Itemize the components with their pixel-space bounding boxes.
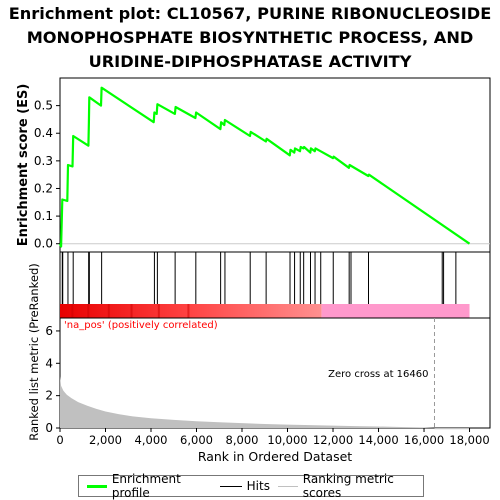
legend-item-ranking-metric: Ranking metric scores [277,472,423,500]
legend-label-ranking: Ranking metric scores [302,472,394,500]
es-y-tick-label: 0.5 [34,99,53,113]
metric-y-axis-label: Ranked list metric (PreRanked) [27,263,41,441]
es-y-tick-label: 0.3 [34,154,53,168]
legend-item-hits: Hits [219,479,270,493]
legend-swatch-ranking [277,485,298,487]
metric-y-tick-label: 4 [45,356,53,370]
legend-swatch-enrichment [87,484,107,488]
x-tick-label: 2,000 [89,433,122,447]
correlation-band [60,304,470,318]
es-y-tick-label: 0.2 [34,181,53,195]
band-shade-slice [71,304,74,318]
x-axis-label: Rank in Ordered Dataset [198,449,352,464]
x-tick-label: 16,000 [404,433,444,447]
es-y-tick-label: 0.0 [34,237,53,251]
metric-y-tick-label: 6 [45,324,53,338]
title-line-1: Enrichment plot: CL10567, PURINE RIBONUC… [8,4,492,23]
legend-label-hits: Hits [246,479,270,493]
negative-band [321,304,470,318]
metric-y-tick-label: 2 [45,389,53,403]
band-shade-slice [87,304,90,318]
es-y-axis-label: Enrichment score (ES) [16,84,31,247]
metric-y-tick-label: 0 [45,421,53,435]
positive-correlation-label: 'na_pos' (positively correlated) [64,320,218,331]
x-tick-label: 8,000 [226,433,259,447]
title-line-3: URIDINE-DIPHOSPHATASE ACTIVITY [88,52,412,71]
x-tick-label: 14,000 [358,433,398,447]
ranked-metric-panel: Zero cross at 16460 'na_pos' (positively … [27,263,491,464]
band-shade-slice [107,304,110,318]
x-tick-label: 12,000 [313,433,353,447]
enrichment-profile-line [58,86,471,248]
band-shade-slice [157,304,160,318]
legend-label-enrichment: Enrichment profile [111,472,181,500]
x-tick-label: 4,000 [135,433,168,447]
band-shade-slice [130,304,133,318]
x-tick-label: 18,000 [449,433,489,447]
legend: Enrichment profile Hits Ranking metric s… [78,472,424,500]
chart-title: Enrichment plot: CL10567, PURINE RIBONUC… [0,2,500,74]
zero-cross-label: Zero cross at 16460 [328,369,428,380]
x-tick-label: 0 [56,433,63,447]
x-tick-label: 6,000 [180,433,213,447]
es-y-tick-label: 0.1 [34,209,53,223]
es-y-tick-label: 0.4 [34,126,53,140]
band-shade-slice [187,304,190,318]
x-tick-label: 10,000 [267,433,307,447]
legend-swatch-hits [219,485,242,487]
ranking-metric-area [60,376,470,428]
legend-item-enrichment-profile: Enrichment profile [87,472,212,500]
ranking-metric-negative [434,428,470,430]
positive-band [60,304,322,318]
title-line-2: MONOPHOSPHATE BIOSYNTHETIC PROCESS, AND [26,28,474,47]
